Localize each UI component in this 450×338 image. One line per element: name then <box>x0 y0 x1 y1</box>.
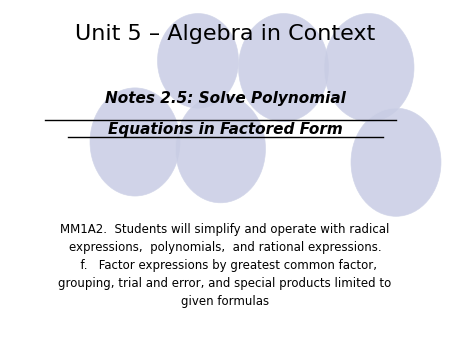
Text: Notes 2.5: Solve Polynomial: Notes 2.5: Solve Polynomial <box>104 91 346 106</box>
Ellipse shape <box>324 14 414 122</box>
Text: Equations in Factored Form: Equations in Factored Form <box>108 122 342 137</box>
Ellipse shape <box>90 88 180 196</box>
Ellipse shape <box>176 95 266 203</box>
Ellipse shape <box>351 108 441 216</box>
Ellipse shape <box>238 14 328 122</box>
Ellipse shape <box>158 14 239 108</box>
Text: MM1A2.  Students will simplify and operate with radical
expressions,  polynomial: MM1A2. Students will simplify and operat… <box>58 223 392 308</box>
Text: Unit 5 – Algebra in Context: Unit 5 – Algebra in Context <box>75 24 375 44</box>
